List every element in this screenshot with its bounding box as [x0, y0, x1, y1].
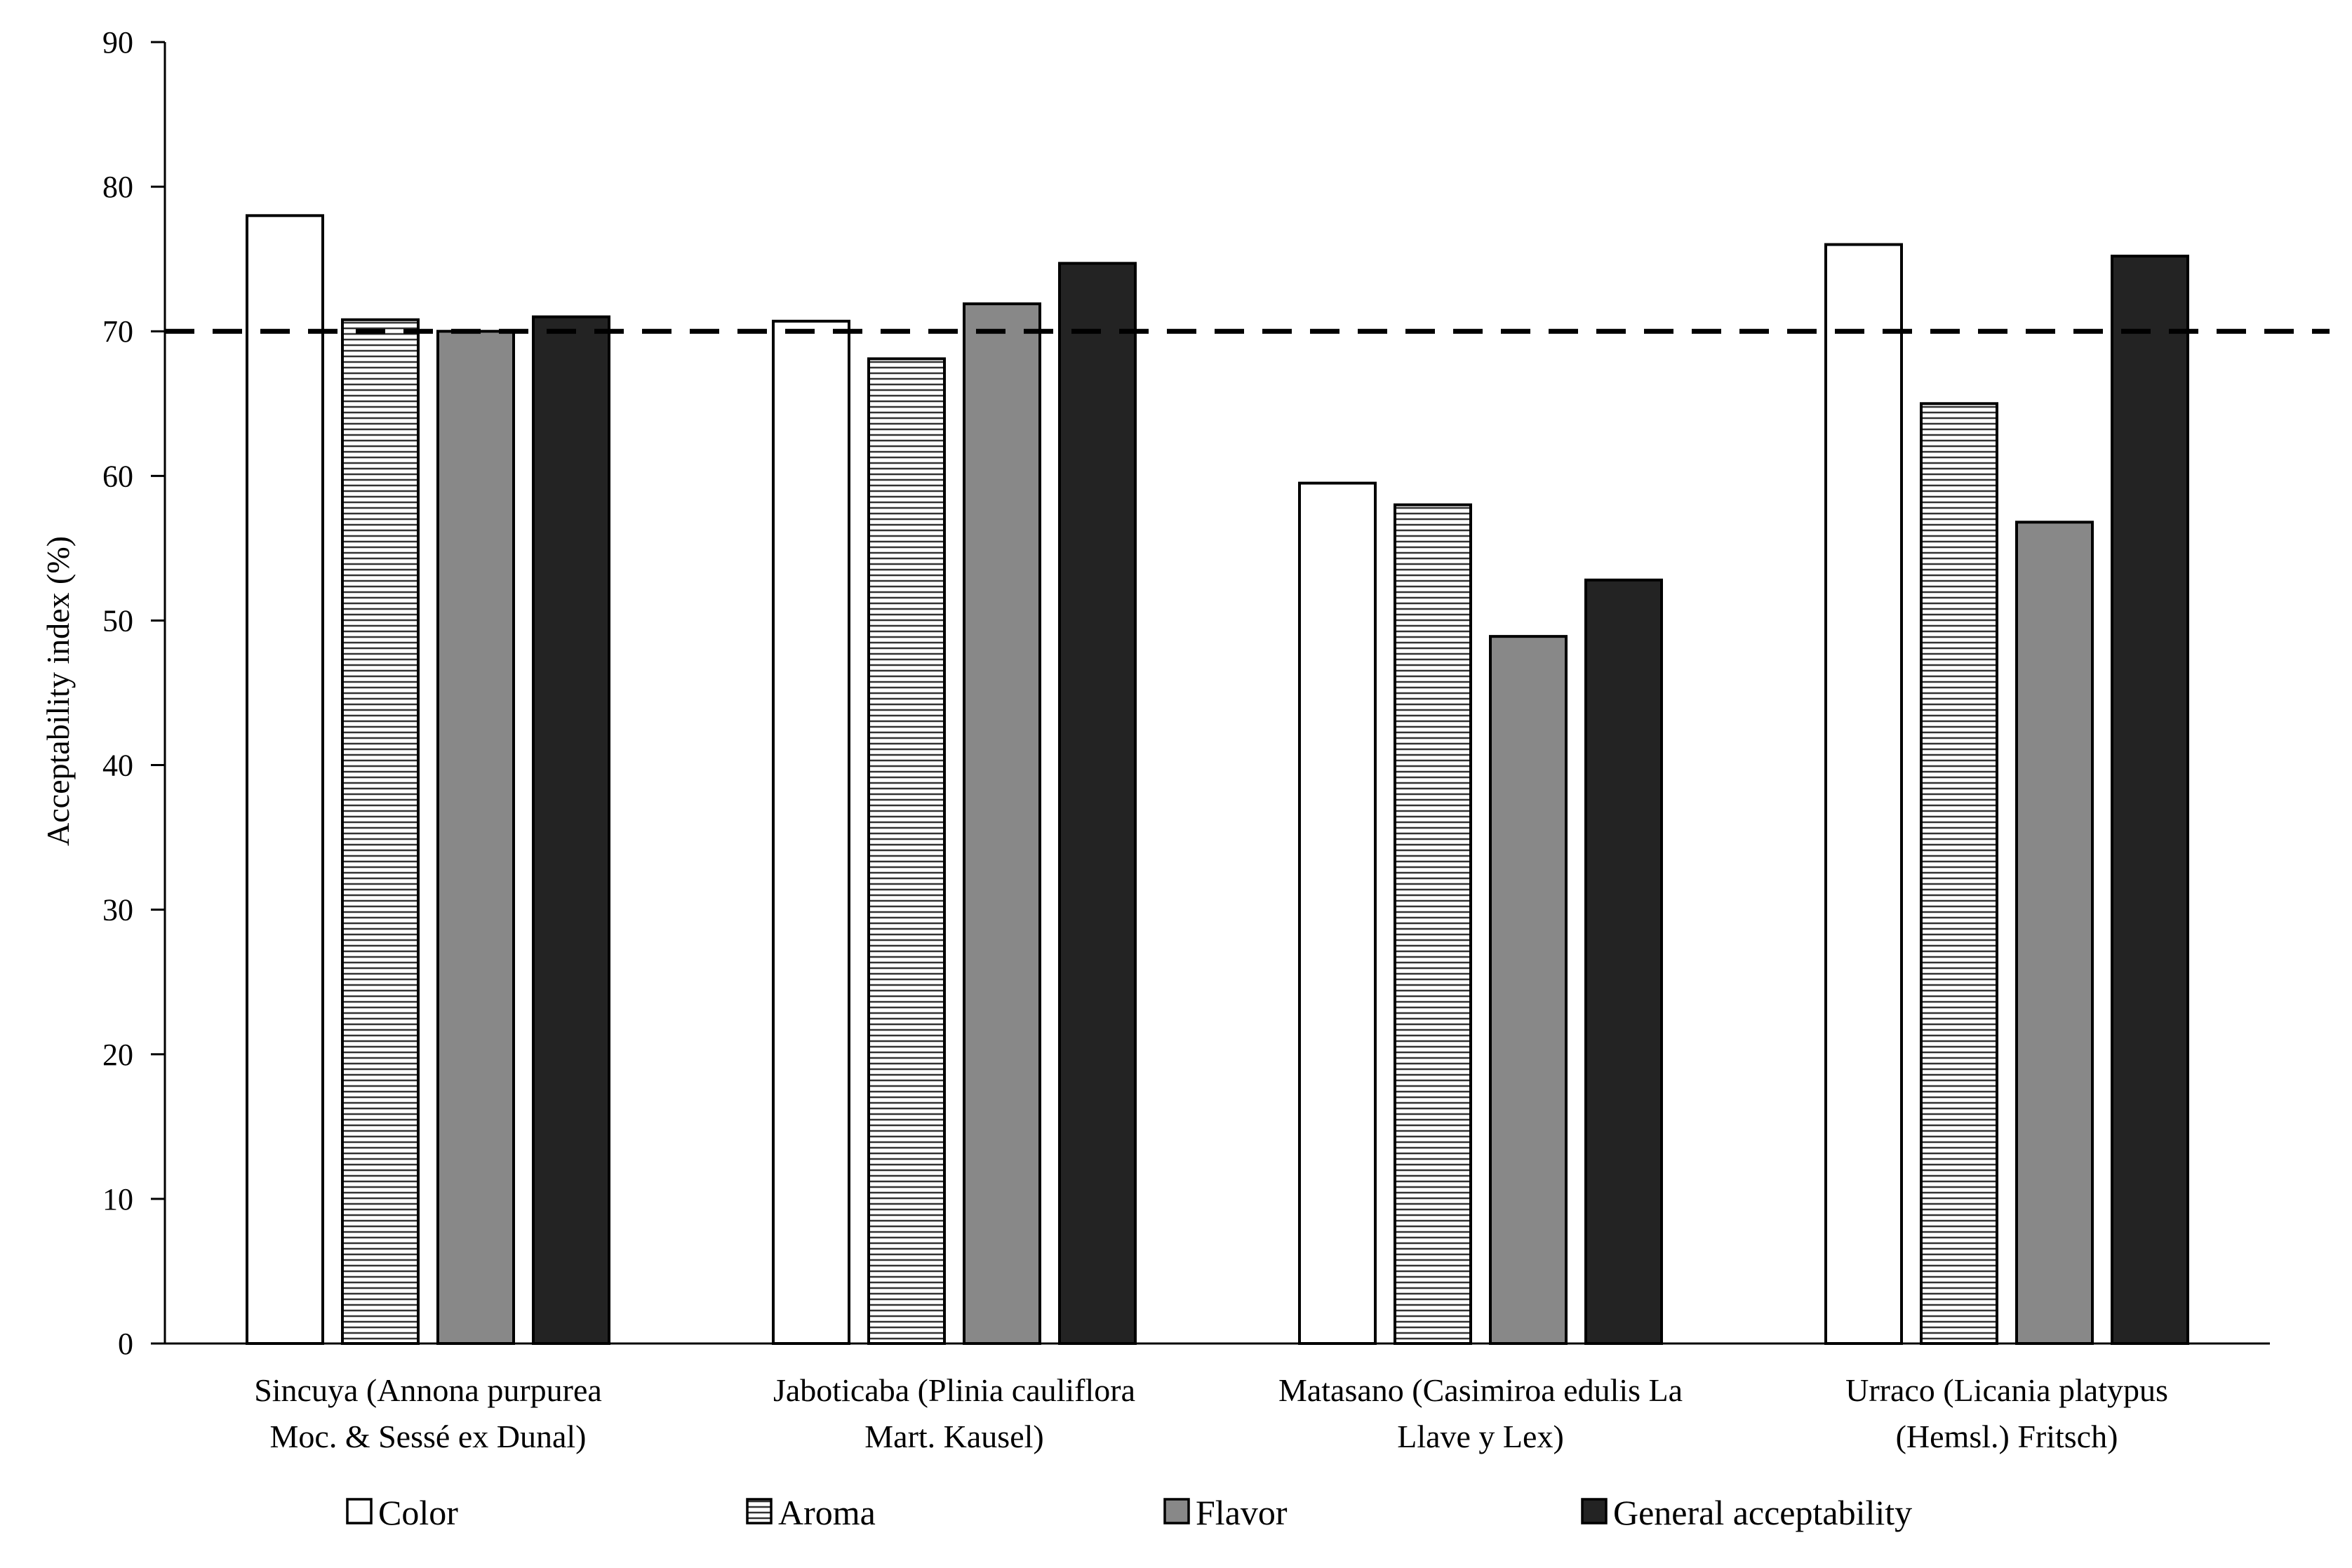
legend-swatch — [746, 1498, 773, 1525]
x-category-label: Matasano (Casimiroa edulis La — [1278, 1372, 1683, 1408]
bar-general-acceptability — [532, 315, 610, 1346]
y-tick-label: 0 — [118, 1327, 133, 1361]
y-tick-label: 20 — [102, 1038, 133, 1072]
legend-swatch — [1581, 1498, 1608, 1525]
bar-aroma — [341, 318, 420, 1346]
legend-label: General acceptability — [1613, 1493, 1912, 1532]
y-axis: 0 10 20 30 40 50 60 70 80 90 — [102, 25, 166, 1361]
legend-swatch — [346, 1498, 373, 1525]
legend-label: Flavor — [1196, 1493, 1288, 1532]
legend-swatch — [1163, 1498, 1190, 1525]
x-category-label: Sincuya (Annona purpurea — [254, 1372, 602, 1408]
x-category-label: Jaboticaba (Plinia cauliflora — [773, 1372, 1135, 1408]
y-tick-label: 10 — [102, 1182, 133, 1217]
x-category-label: Mart. Kausel) — [864, 1419, 1043, 1454]
y-axis-label: Acceptability index (%) — [40, 536, 76, 846]
bar-aroma — [1394, 503, 1472, 1345]
y-tick-label: 80 — [102, 170, 133, 204]
legend-label: Aroma — [778, 1493, 876, 1532]
x-category-label: Urraco (Licania platypus — [1845, 1372, 2168, 1408]
bar-flavor — [963, 302, 1041, 1345]
y-tick-label: 40 — [102, 749, 133, 783]
y-tick-label: 30 — [102, 893, 133, 927]
y-tick-label: 70 — [102, 314, 133, 349]
legend-label: Color — [378, 1493, 458, 1532]
bar-general-acceptability — [2111, 255, 2189, 1345]
bar-aroma — [867, 357, 946, 1346]
bar-flavor — [436, 330, 515, 1346]
bar-color — [772, 319, 850, 1345]
x-axis: Sincuya (Annona purpurea Moc. & Sessé ex … — [165, 1342, 2270, 1454]
y-tick-label: 90 — [102, 25, 133, 60]
y-tick-label: 50 — [102, 603, 133, 638]
x-category-label: Llave y Lex) — [1397, 1419, 1564, 1454]
bar-flavor — [1489, 635, 1568, 1345]
bars — [246, 214, 2189, 1346]
x-category-label: Moc. & Sessé ex Dunal) — [270, 1419, 587, 1454]
bar-general-acceptability — [1584, 578, 1663, 1346]
bar-color — [1298, 481, 1377, 1345]
legend: Color Aroma Flavor General acceptability — [346, 1493, 1912, 1532]
bar-aroma — [1920, 402, 1998, 1345]
bar-flavor — [2015, 521, 2094, 1345]
bar-color — [1824, 243, 1903, 1345]
bar-color — [246, 214, 324, 1345]
x-category-label: (Hemsl.) Fritsch) — [1896, 1419, 2118, 1454]
bar-general-acceptability — [1058, 262, 1137, 1346]
y-tick-label: 60 — [102, 459, 133, 493]
